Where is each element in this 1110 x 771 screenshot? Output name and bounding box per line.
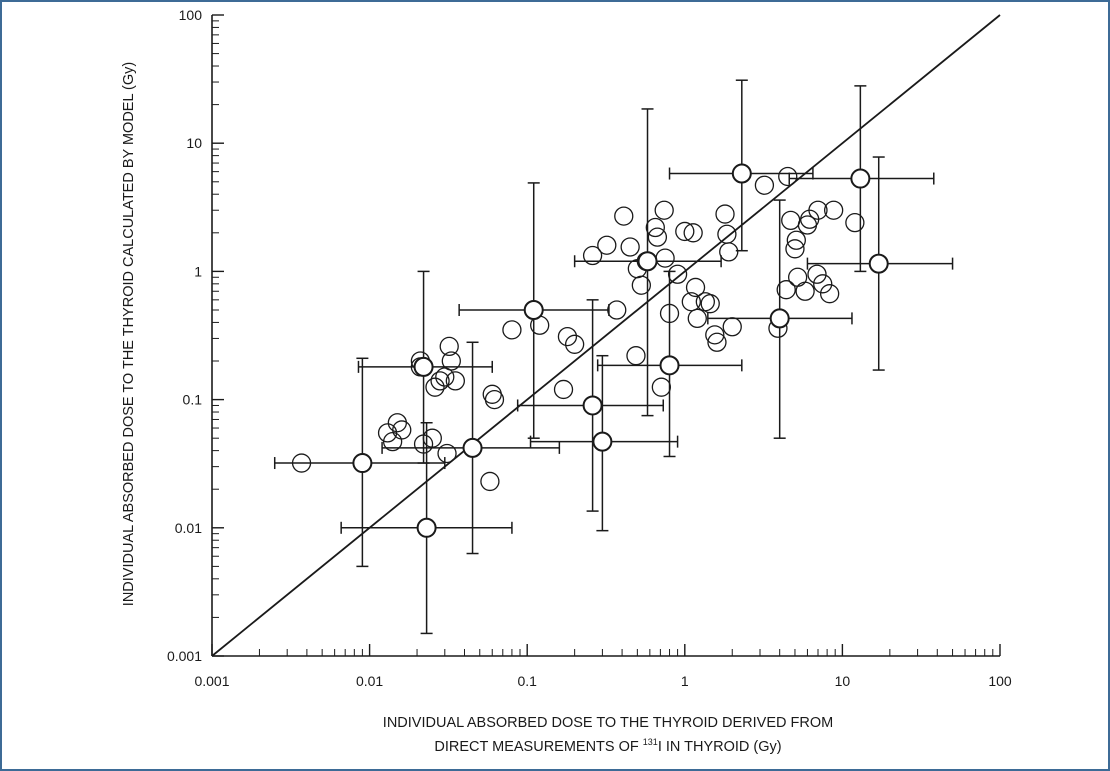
data-point	[786, 230, 806, 250]
x-axis-title-line2-pre: DIRECT MEASUREMENTS OF	[434, 739, 642, 755]
x-axis-title-line1: INDIVIDUAL ABSORBED DOSE TO THE THYROID …	[383, 715, 833, 731]
x-axis-title-line2-post: I IN THYROID (Gy)	[658, 739, 782, 755]
data-point-with-error-bar	[850, 168, 871, 189]
data-point	[819, 284, 840, 304]
data-point	[291, 453, 312, 473]
data-point-with-error-bar	[731, 163, 752, 184]
data-point	[564, 334, 585, 354]
data-point	[785, 239, 805, 259]
y-tick-label: 10	[186, 135, 202, 151]
data-point	[651, 377, 672, 397]
data-point	[502, 320, 522, 340]
data-point	[439, 336, 459, 357]
data-point	[707, 332, 727, 352]
data-point	[631, 275, 651, 295]
data-point	[437, 443, 457, 464]
data-points-layer	[291, 163, 889, 538]
x-axis-title-line2: DIRECT MEASUREMENTS OF 131I IN THYROID (…	[434, 737, 781, 755]
data-point-with-error-bar	[413, 356, 434, 377]
data-point	[392, 420, 412, 440]
axes	[211, 14, 1001, 657]
x-tick-label: 10	[835, 673, 851, 689]
data-point-with-error-bar	[659, 355, 680, 376]
reference-line-layer	[211, 14, 1001, 657]
data-point	[705, 325, 725, 345]
data-point	[824, 200, 844, 220]
data-point	[776, 280, 796, 300]
data-point	[645, 217, 665, 238]
data-point	[687, 308, 707, 329]
data-point	[808, 200, 828, 220]
x-tick-label: 0.001	[194, 673, 229, 689]
data-point	[781, 210, 801, 231]
x-tick-label: 100	[988, 673, 1012, 689]
data-point-with-error-bar	[769, 308, 790, 329]
data-point	[422, 428, 442, 448]
data-point	[430, 371, 450, 391]
data-point	[620, 237, 640, 257]
data-point	[795, 281, 815, 301]
data-point	[685, 277, 706, 298]
data-point	[667, 264, 688, 284]
data-point	[683, 223, 703, 243]
data-point	[614, 206, 634, 226]
data-point-with-error-bar	[868, 253, 889, 274]
data-point	[553, 379, 574, 400]
one-to-one-line	[211, 14, 1001, 657]
tick-labels: 0.001 0.01 0.1 1 10 100 0.001 0.01 0.1 1 10 100	[167, 7, 1012, 689]
data-point	[845, 213, 865, 233]
x-tick-label: 0.1	[517, 673, 537, 689]
data-point	[700, 294, 720, 314]
data-point-with-error-bar	[637, 251, 658, 272]
data-point	[722, 317, 742, 337]
data-point	[607, 300, 627, 320]
data-point	[659, 303, 680, 324]
y-tick-label: 0.001	[167, 648, 202, 664]
data-point	[807, 264, 827, 284]
data-point	[425, 377, 445, 397]
data-point-with-error-bar	[592, 431, 613, 452]
data-point	[445, 371, 465, 391]
data-point	[582, 245, 603, 266]
x-axis-title-isotope-superscript: 131	[643, 737, 658, 747]
data-point	[681, 292, 701, 312]
y-axis-title: INDIVIDUAL ABSORBED DOSE TO THE THYROID …	[121, 62, 137, 606]
data-point-with-error-bar	[462, 437, 483, 458]
data-point	[597, 235, 617, 255]
data-point	[813, 274, 833, 294]
data-point	[626, 346, 646, 366]
data-point-with-error-bar	[352, 453, 373, 474]
data-point-with-error-bar	[416, 517, 437, 538]
data-point	[647, 227, 668, 247]
data-point	[787, 267, 808, 287]
x-tick-label: 1	[681, 673, 689, 689]
error-bars-layer	[273, 79, 954, 635]
y-tick-label: 100	[179, 7, 203, 23]
data-point	[655, 248, 675, 268]
data-point	[754, 175, 775, 195]
y-tick-label: 0.01	[175, 520, 202, 536]
x-tick-label: 0.01	[356, 673, 383, 689]
data-point	[719, 242, 739, 262]
data-point-with-error-bar	[523, 299, 544, 320]
data-point	[778, 166, 798, 187]
data-point	[654, 200, 674, 220]
data-point	[484, 389, 505, 410]
y-tick-label: 0.1	[183, 392, 203, 408]
data-point	[480, 471, 500, 492]
data-point	[675, 221, 695, 242]
data-point-with-error-bar	[582, 395, 603, 416]
data-point	[435, 367, 455, 387]
data-point	[557, 326, 578, 347]
data-point	[715, 204, 735, 224]
data-point	[717, 224, 737, 244]
data-point	[441, 351, 461, 371]
y-tick-label: 1	[194, 263, 202, 279]
